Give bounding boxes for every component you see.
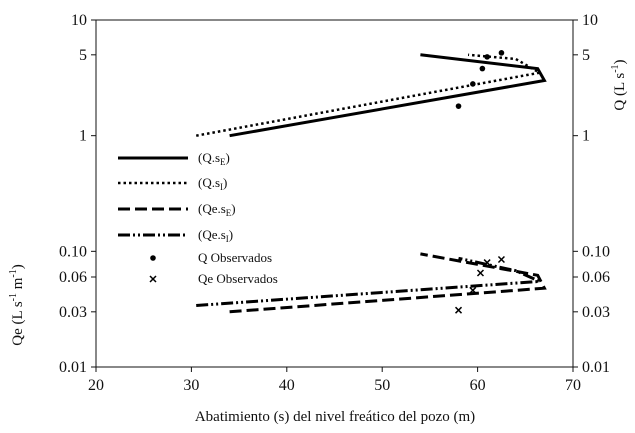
plot-frame — [95, 19, 574, 368]
legend: (Q.sE) (Q.sI) (Qe.sE) (Qe.sI) Q Observados Qe… — [118, 150, 278, 286]
data-point-Qeobs — [476, 269, 484, 277]
data-point-Qeobs — [469, 286, 477, 294]
legend-label-QesE: (Qe.sE) — [198, 201, 236, 218]
x-axis-title: Abatimiento (s) del nivel freático del p… — [195, 409, 475, 425]
data-point-Qeobs — [483, 259, 491, 267]
series-line-QsE — [229, 53, 547, 138]
data-point-Qeobs — [454, 306, 463, 314]
legend-label-QsI: (Q.sI) — [198, 175, 227, 192]
y-left-tick-label: 1 — [79, 128, 87, 145]
series-line-QesI — [196, 256, 541, 307]
x-tick-label: 60 — [470, 377, 486, 394]
series-line-QesE — [229, 252, 547, 314]
y-left-tick-label: 5 — [79, 47, 87, 64]
cross-stroke — [454, 306, 463, 314]
axis-ticks: 20 30 40 50 60 700.010.030.060.1015100.010.03… — [59, 12, 610, 394]
y-left-axis-title: Qe (L s-1 m-1) — [8, 264, 26, 346]
cross-stroke — [497, 255, 505, 264]
y-left-tick-label: 0.06 — [59, 269, 87, 286]
series-layer — [195, 50, 547, 314]
y-right-tick-label: 1 — [582, 128, 590, 145]
cross-stroke — [149, 275, 157, 283]
legend-swatch-Qeobs — [149, 275, 157, 283]
data-point-Qobs — [484, 54, 490, 60]
y-left-tick-label: 10 — [71, 12, 87, 29]
data-point-Qeobs — [497, 255, 505, 264]
x-tick-label: 50 — [374, 377, 390, 394]
y-left-tick-label: 0.03 — [59, 304, 87, 321]
cross-stroke — [469, 286, 477, 294]
y-right-tick-label: 0.03 — [582, 304, 610, 321]
data-point-Qobs — [455, 103, 462, 109]
x-tick-label: 40 — [279, 377, 295, 394]
data-point-Qobs — [498, 50, 505, 56]
y-right-tick-label: 5 — [582, 47, 590, 64]
data-point-Qobs — [470, 81, 476, 87]
legend-label-QsE: (Q.sE) — [198, 150, 230, 167]
legend-label-Qobs: Q Observados — [198, 250, 272, 265]
y-right-tick-label: 0.01 — [582, 359, 610, 376]
series-line-QsI — [195, 53, 544, 137]
x-tick-label: 30 — [183, 377, 199, 394]
y-right-tick-label: 0.06 — [582, 269, 610, 286]
y-left-tick-label: 0.10 — [59, 243, 87, 260]
legend-swatch-Qobs — [150, 255, 156, 261]
data-point-Qobs — [479, 65, 486, 72]
cross-stroke — [483, 259, 491, 267]
cross-stroke — [476, 269, 484, 277]
y-right-tick-label: 0.10 — [582, 243, 610, 260]
x-tick-label: 20 — [88, 377, 104, 394]
legend-label-Qeobs: Qe Observados — [198, 271, 278, 286]
plot-border — [95, 19, 574, 368]
legend-label-QesI: (Qe.sI) — [198, 227, 233, 244]
y-left-tick-label: 0.01 — [59, 359, 87, 376]
y-right-axis-title: Q (L s-1) — [610, 59, 628, 110]
y-right-tick-label: 10 — [582, 12, 598, 29]
x-tick-label: 70 — [565, 377, 581, 394]
